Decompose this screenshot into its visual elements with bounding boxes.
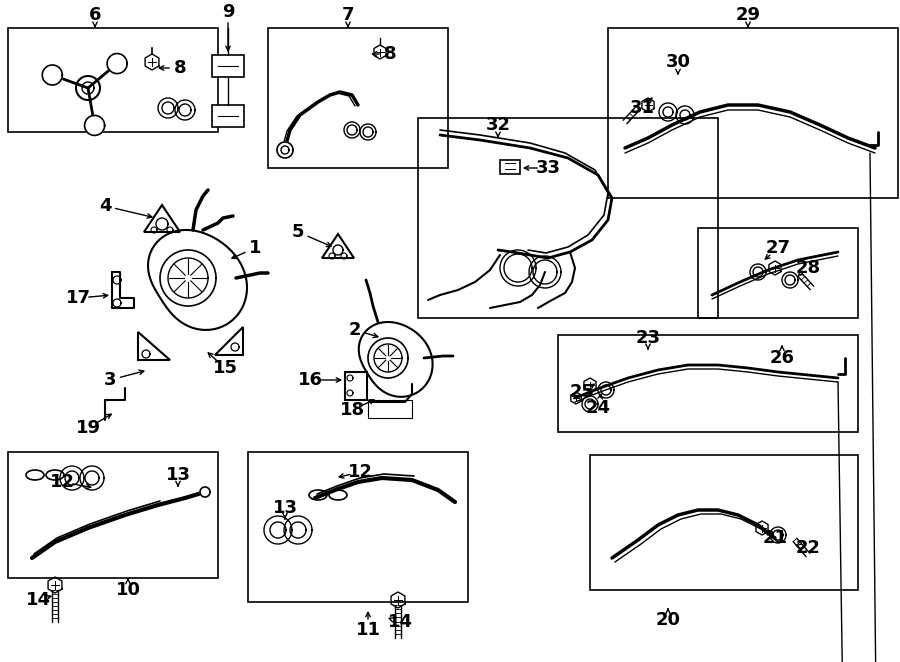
Polygon shape (200, 487, 210, 497)
Text: 1: 1 (248, 239, 261, 257)
Bar (590, 455, 858, 590)
Bar (8, 452, 218, 578)
Bar (212, 105, 244, 127)
Text: 19: 19 (76, 419, 101, 437)
Text: 26: 26 (770, 349, 795, 367)
Text: 23: 23 (635, 329, 661, 347)
Ellipse shape (309, 490, 327, 500)
Bar (212, 55, 244, 77)
Text: 31: 31 (629, 99, 654, 117)
Ellipse shape (46, 470, 64, 480)
Polygon shape (277, 142, 293, 158)
Text: 4: 4 (99, 197, 112, 215)
Text: 13: 13 (273, 499, 298, 517)
Text: 6: 6 (89, 6, 101, 24)
Text: 24: 24 (586, 399, 610, 417)
Text: 14: 14 (25, 591, 50, 609)
Text: 7: 7 (342, 6, 355, 24)
Bar (268, 28, 448, 168)
Text: 16: 16 (298, 371, 322, 389)
Bar (500, 160, 520, 174)
Text: 22: 22 (796, 539, 821, 557)
Text: 10: 10 (115, 581, 140, 599)
Text: 5: 5 (292, 223, 304, 241)
Bar (248, 452, 468, 602)
Bar (608, 28, 898, 198)
Text: 33: 33 (536, 159, 561, 177)
Text: 8: 8 (174, 59, 186, 77)
Text: 32: 32 (485, 116, 510, 134)
Polygon shape (107, 54, 127, 73)
Ellipse shape (26, 470, 44, 480)
Bar (418, 118, 718, 318)
Bar (368, 400, 412, 418)
Text: 18: 18 (339, 401, 365, 419)
Text: 14: 14 (388, 613, 412, 631)
Text: 20: 20 (655, 611, 680, 629)
Text: 11: 11 (356, 621, 381, 639)
Text: 17: 17 (66, 289, 91, 307)
Text: 9: 9 (221, 3, 234, 21)
Polygon shape (85, 115, 104, 136)
Bar (558, 335, 858, 432)
Text: 12: 12 (50, 473, 75, 491)
Text: 8: 8 (383, 45, 396, 63)
Bar (345, 372, 367, 400)
Text: 27: 27 (766, 239, 790, 257)
Text: 29: 29 (735, 6, 760, 24)
Bar (698, 228, 858, 318)
Text: 28: 28 (796, 259, 821, 277)
Text: 25: 25 (570, 383, 595, 401)
Polygon shape (42, 65, 62, 85)
Text: 3: 3 (104, 371, 116, 389)
Text: 30: 30 (665, 53, 690, 71)
Text: 21: 21 (762, 529, 788, 547)
Text: 2: 2 (349, 321, 361, 339)
Ellipse shape (329, 490, 347, 500)
Text: 13: 13 (166, 466, 191, 484)
Text: 15: 15 (212, 359, 238, 377)
Bar (8, 28, 218, 132)
Text: 12: 12 (347, 463, 373, 481)
